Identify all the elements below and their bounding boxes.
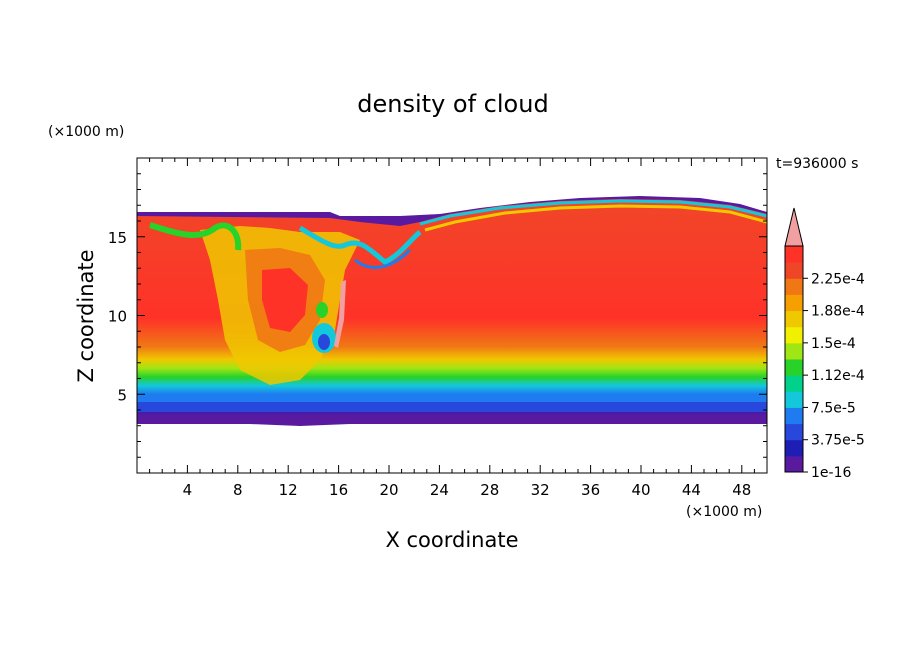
colorbar-segment bbox=[785, 326, 803, 344]
x-tick-label: 24 bbox=[430, 481, 449, 499]
colorbar-segment bbox=[785, 310, 803, 328]
dome-edge-band bbox=[419, 199, 767, 226]
colorbar-segment bbox=[785, 342, 803, 360]
lower-band-blue bbox=[137, 402, 767, 412]
colorbar-label: 3.75e-5 bbox=[811, 433, 865, 449]
colorbar-segment bbox=[785, 278, 803, 295]
y-tick-label: 5 bbox=[117, 386, 127, 404]
x-axis-ticks: 4 8 12 16 20 24 28 32 36 40 44 48 bbox=[149, 158, 755, 499]
colorbar-extend-arrow bbox=[784, 207, 804, 247]
x-tick-label: 32 bbox=[531, 481, 550, 499]
colorbar-segment bbox=[785, 262, 803, 279]
colorbar-segment bbox=[785, 294, 803, 312]
colorbar: 1e-16 3.75e-5 7.5e-5 1.12e-4 1.5e-4 1.88e-4 2.… bbox=[784, 207, 865, 481]
y-tick-label: 15 bbox=[108, 229, 127, 247]
x-tick-label: 12 bbox=[279, 481, 298, 499]
x-tick-label: 8 bbox=[233, 481, 243, 499]
vortex-outer-2 bbox=[316, 302, 328, 318]
colorbar-segment bbox=[785, 455, 803, 473]
colorbar-segment bbox=[785, 246, 803, 263]
x-tick-label: 16 bbox=[329, 481, 348, 499]
colorbar-segment bbox=[785, 423, 803, 441]
colorbar-segment bbox=[785, 439, 803, 457]
lower-band-cyan bbox=[137, 394, 767, 402]
colorbar-label: 1.88e-4 bbox=[811, 304, 865, 320]
x-tick-label: 48 bbox=[732, 481, 751, 499]
density-field bbox=[137, 196, 767, 426]
colorbar-label: 1e-16 bbox=[811, 465, 851, 481]
colorbar-frame bbox=[784, 245, 804, 473]
colorbar-label: 1.12e-4 bbox=[811, 368, 865, 384]
y-axis-ticks: 5 10 15 bbox=[108, 173, 767, 458]
colorbar-label: 1.5e-4 bbox=[811, 336, 856, 352]
updraft-inner bbox=[262, 268, 308, 332]
cloud-top-tendril-left bbox=[149, 222, 242, 251]
colorbar-segment bbox=[785, 375, 803, 392]
colorbar-label: 2.25e-4 bbox=[811, 271, 865, 287]
colorbar-segment bbox=[785, 391, 803, 408]
x-axis-unit: (×1000 m) bbox=[686, 504, 762, 520]
x-axis-label: X coordinate bbox=[385, 528, 518, 552]
time-label: t=936000 s bbox=[776, 156, 858, 172]
y-tick-label: 10 bbox=[108, 308, 127, 326]
x-tick-label: 20 bbox=[379, 481, 398, 499]
x-tick-label: 40 bbox=[631, 481, 650, 499]
x-tick-label: 44 bbox=[682, 481, 701, 499]
y-axis-label: Z coordinate bbox=[74, 249, 98, 382]
x-tick-label: 28 bbox=[480, 481, 499, 499]
peak-density-streak bbox=[334, 280, 346, 348]
chart-title: density of cloud bbox=[357, 90, 548, 118]
x-tick-label: 36 bbox=[581, 481, 600, 499]
cloud-top-tendril-right bbox=[354, 248, 412, 269]
cloud-top-tendril-mid bbox=[298, 225, 422, 265]
colorbar-segment bbox=[785, 359, 803, 376]
colorbar-segment bbox=[785, 407, 803, 425]
vortex-inner bbox=[318, 334, 330, 350]
y-axis-unit: (×1000 m) bbox=[48, 124, 124, 140]
colorbar-label: 7.5e-5 bbox=[811, 400, 856, 416]
x-tick-label: 4 bbox=[183, 481, 193, 499]
dome-edge-band-2 bbox=[424, 204, 767, 232]
